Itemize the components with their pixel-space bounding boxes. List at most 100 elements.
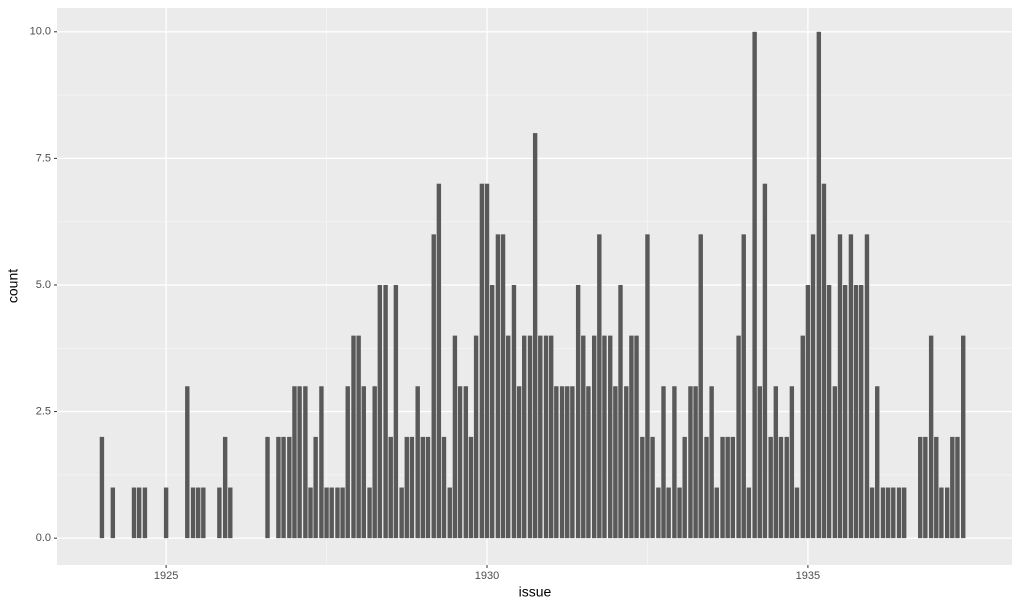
- bar: [688, 386, 693, 539]
- bar: [682, 436, 687, 539]
- bar: [714, 487, 719, 539]
- bar: [110, 487, 116, 539]
- bar: [634, 335, 639, 539]
- bar: [495, 234, 501, 539]
- bar: [885, 487, 891, 539]
- bar: [345, 386, 350, 539]
- bar: [415, 386, 420, 539]
- bar: [281, 436, 286, 539]
- bar: [645, 234, 650, 539]
- bar: [511, 284, 517, 539]
- bar: [720, 436, 725, 539]
- bar: [554, 386, 559, 539]
- bar: [939, 487, 944, 539]
- bar: [383, 284, 388, 539]
- bar: [548, 335, 554, 539]
- bar: [629, 335, 634, 539]
- bar: [201, 487, 206, 539]
- y-tick-label: 0.0: [36, 532, 51, 544]
- bar: [757, 386, 762, 539]
- bar: [324, 487, 329, 539]
- bar: [608, 335, 613, 539]
- bar: [522, 335, 527, 539]
- bar: [404, 436, 409, 539]
- bar: [661, 386, 666, 539]
- bar: [693, 386, 698, 539]
- bar: [228, 487, 233, 539]
- bar: [287, 436, 292, 539]
- bar: [677, 487, 682, 539]
- bar: [452, 335, 458, 539]
- bar: [367, 487, 372, 539]
- bar: [640, 436, 645, 539]
- bar: [420, 436, 426, 539]
- bar: [356, 335, 361, 539]
- bar: [489, 284, 495, 539]
- bar: [816, 31, 822, 539]
- bar: [195, 487, 201, 539]
- bar: [559, 386, 565, 539]
- bar: [532, 133, 538, 539]
- bar: [425, 436, 431, 539]
- bar: [136, 487, 142, 539]
- bar: [313, 436, 318, 539]
- x-axis-title: issue: [519, 584, 552, 600]
- bar: [842, 284, 848, 539]
- bar: [319, 386, 324, 539]
- bar: [950, 436, 955, 539]
- bar: [447, 487, 452, 539]
- bar: [505, 335, 511, 539]
- bar: [399, 487, 404, 539]
- bar: [901, 487, 907, 539]
- bar: [265, 436, 270, 539]
- bar: [794, 487, 800, 539]
- x-tick-label: 1930: [475, 570, 499, 582]
- bar: [730, 436, 736, 539]
- bar: [351, 335, 356, 539]
- bar: [142, 487, 148, 539]
- bar: [826, 284, 832, 539]
- bar: [500, 234, 506, 539]
- bar: [185, 386, 190, 539]
- bar: [736, 335, 741, 539]
- bar: [837, 234, 843, 539]
- bar: [618, 284, 623, 539]
- bar: [928, 335, 934, 539]
- bar: [768, 436, 773, 539]
- bar: [896, 487, 902, 539]
- bar: [276, 436, 281, 539]
- bar: [778, 436, 784, 539]
- bar: [805, 284, 811, 539]
- bar: [821, 183, 827, 539]
- bar: [372, 386, 377, 539]
- bar: [741, 234, 746, 539]
- bar: [880, 487, 886, 539]
- bar: [923, 436, 928, 539]
- bar: [784, 436, 789, 539]
- bar: [329, 487, 334, 539]
- bar: [99, 436, 105, 539]
- bar: [961, 335, 966, 539]
- bar: [581, 335, 586, 539]
- bar: [217, 487, 222, 539]
- bar: [570, 386, 575, 539]
- bar: [516, 386, 522, 539]
- bar: [222, 436, 228, 539]
- bar: [624, 386, 629, 539]
- bar: [431, 234, 436, 539]
- bar: [891, 487, 896, 539]
- bar: [393, 284, 399, 539]
- bar: [527, 335, 533, 539]
- bar: [672, 386, 677, 539]
- bar: [762, 183, 768, 539]
- bar: [441, 436, 447, 539]
- bar: [361, 386, 366, 539]
- y-axis-title: count: [5, 269, 21, 303]
- bar: [340, 487, 345, 539]
- bar: [698, 234, 703, 539]
- bar: [858, 284, 864, 539]
- bar: [163, 487, 169, 539]
- bar: [303, 386, 308, 539]
- bar: [704, 436, 709, 539]
- y-tick-label: 5.0: [36, 279, 51, 291]
